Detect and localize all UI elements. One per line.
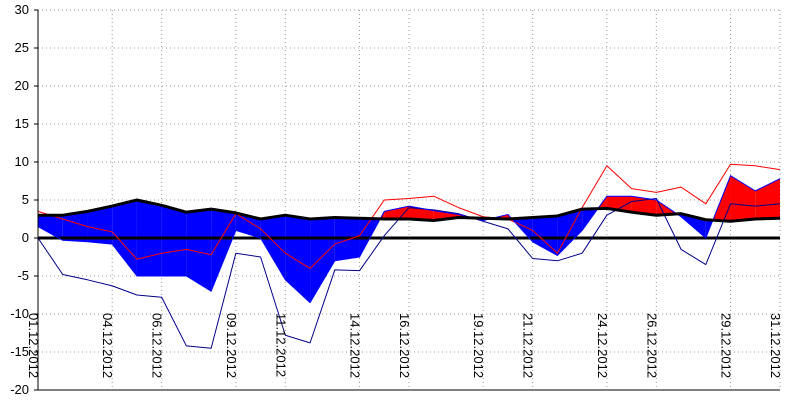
deviation-segment: [730, 175, 756, 222]
actual-line: [37, 175, 781, 304]
x-tick-label: 06.12.2012: [150, 313, 165, 378]
x-tick-label: 09.12.2012: [224, 313, 239, 378]
deviation-segment: [557, 209, 583, 256]
x-tick-label: 31.12.2012: [768, 313, 783, 378]
x-tick-label: 04.12.2012: [100, 313, 115, 378]
series-lines: [37, 163, 781, 349]
reference-line: [38, 198, 781, 223]
deviation-segment: [384, 206, 409, 219]
deviation-segment: [186, 209, 212, 292]
y-tick-label: -20: [10, 382, 29, 397]
upper-bound-line: [37, 163, 781, 269]
y-tick-label: 5: [22, 192, 29, 207]
deviation-segment: [532, 215, 558, 256]
x-tick-label: 11.12.2012: [273, 313, 288, 377]
x-tick-label: 16.12.2012: [397, 313, 412, 378]
deviation-segment: [211, 209, 236, 292]
x-tick-label: 19.12.2012: [471, 313, 486, 378]
x-tick-label: 24.12.2012: [595, 313, 610, 378]
y-tick-label: 30: [15, 2, 29, 17]
y-tick-label: 0: [22, 230, 29, 245]
deviation-segment: [310, 217, 335, 303]
deviation-segment: [161, 205, 187, 276]
y-tick-label: 15: [15, 116, 29, 131]
y-tick-label: -10: [10, 306, 29, 321]
x-tick-label: 14.12.2012: [348, 313, 363, 378]
deviation-segment: [38, 215, 63, 241]
x-tick-label: 26.12.2012: [644, 313, 659, 378]
deviation-segment: [260, 215, 286, 280]
lower-bound-line: [37, 197, 781, 349]
deviation-segment: [87, 206, 113, 245]
deviation-segment: [235, 212, 261, 238]
y-tick-label: -15: [10, 344, 29, 359]
y-tick-label: 20: [15, 78, 29, 93]
chart-grid: [37, 9, 781, 391]
y-axis: 30 25 20 15 10 5 0 -5 -10 -15 -20: [10, 2, 38, 397]
x-tick-label: 29.12.2012: [719, 313, 734, 378]
deviation-segment: [62, 211, 88, 242]
deviation-segment: [755, 178, 780, 219]
y-tick-label: -5: [17, 268, 29, 283]
deviation-segment: [285, 215, 311, 303]
y-tick-label: 25: [15, 40, 29, 55]
x-tick-label: 21.12.2012: [521, 313, 536, 378]
y-tick-label: 10: [15, 154, 29, 169]
x-tick-label: 01.12.2012: [26, 313, 41, 378]
x-axis: 01.12.2012 04.12.2012 06.12.2012 09.12.2012…: [26, 313, 783, 378]
